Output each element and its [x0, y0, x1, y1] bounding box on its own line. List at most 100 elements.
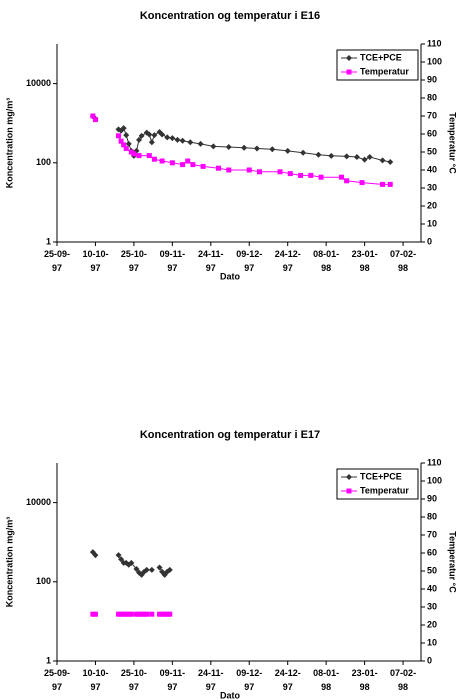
- legend-label: TCE+PCE: [360, 471, 402, 481]
- legend-box: [336, 49, 419, 81]
- marker: [141, 611, 147, 617]
- y2-tick-label: 80: [427, 92, 437, 102]
- x-tick-label: 09-12- 97: [236, 249, 262, 273]
- marker: [116, 611, 122, 617]
- marker: [169, 135, 176, 142]
- x-tick-label: 24-12- 97: [275, 668, 301, 692]
- marker: [146, 131, 153, 138]
- y2-axis-label: Temperatur °C: [448, 112, 458, 174]
- y2-tick-label: 90: [427, 493, 437, 503]
- chart-title: Koncentration og temperatur i E17: [140, 429, 320, 441]
- marker: [156, 564, 163, 571]
- marker: [353, 154, 360, 161]
- legend-box: [336, 468, 419, 500]
- marker: [379, 157, 386, 164]
- marker: [92, 552, 99, 559]
- y2-tick-label: 10: [427, 218, 437, 228]
- marker: [346, 474, 352, 480]
- marker: [138, 132, 145, 139]
- marker: [131, 151, 137, 157]
- x-tick-label-part: 09-12-: [236, 249, 262, 259]
- x-tick-label-part: 97: [167, 682, 177, 692]
- x-tick-label-part: 97: [90, 682, 100, 692]
- marker: [180, 162, 186, 168]
- x-tick-label-part: 23-01-: [352, 249, 378, 259]
- y-tick-label: 1: [46, 655, 51, 665]
- marker: [159, 611, 165, 617]
- x-tick-label-part: 98: [321, 263, 331, 273]
- marker: [300, 149, 307, 156]
- y2-tick-label: 80: [427, 511, 437, 521]
- marker: [126, 611, 132, 617]
- marker: [128, 149, 134, 155]
- marker: [159, 131, 166, 138]
- x-tick-label: 10-10- 97: [82, 249, 108, 273]
- marker: [246, 167, 252, 173]
- x-axis-label: Dato: [220, 271, 241, 281]
- marker: [118, 611, 124, 617]
- marker: [148, 566, 155, 573]
- chart-title: Koncentration og temperatur i E16: [140, 10, 320, 22]
- marker: [136, 611, 142, 617]
- x-tick-label: 25-09- 97: [44, 249, 70, 273]
- marker: [121, 142, 127, 148]
- x-tick-label-part: 25-10-: [121, 668, 147, 678]
- marker: [123, 611, 129, 617]
- marker: [118, 138, 124, 144]
- x-tick-label-part: 09-11-: [160, 249, 186, 259]
- x-tick-label-part: 08-01-: [313, 668, 339, 678]
- marker: [187, 139, 194, 146]
- x-tick-label-part: 08-01-: [313, 249, 339, 259]
- marker: [287, 171, 293, 177]
- x-tick-label-part: 07-02-: [390, 249, 416, 259]
- marker: [366, 154, 373, 161]
- x-tick-label-part: 07-02-: [390, 668, 416, 678]
- marker: [136, 136, 143, 143]
- x-tick-label-part: 98: [360, 682, 370, 692]
- marker: [318, 174, 324, 180]
- x-tick-label-part: 97: [283, 682, 293, 692]
- x-tick-label: 09-11- 97: [160, 668, 186, 692]
- x-tick-label-part: 97: [90, 263, 100, 273]
- y2-tick-label: 30: [427, 182, 437, 192]
- marker: [200, 163, 206, 169]
- y2-tick-label: 50: [427, 565, 437, 575]
- marker: [128, 559, 135, 566]
- marker: [344, 178, 350, 184]
- marker: [339, 174, 345, 180]
- marker: [123, 559, 130, 566]
- x-tick-label: 09-11- 97: [160, 249, 186, 273]
- y2-tick-label: 100: [427, 56, 442, 66]
- x-tick-label: 23-01- 98: [352, 668, 378, 692]
- y-axis-label: Koncentration mg/m³: [4, 517, 14, 608]
- marker: [125, 140, 132, 147]
- x-tick-label: 10-10- 97: [82, 668, 108, 692]
- x-tick-label-part: 97: [283, 263, 293, 273]
- x-tick-label-part: 09-12-: [236, 668, 262, 678]
- x-tick-label-part: 97: [167, 263, 177, 273]
- marker: [174, 136, 181, 143]
- marker: [253, 145, 260, 152]
- marker: [133, 566, 140, 573]
- y2-tick-label: 100: [427, 475, 442, 485]
- y2-tick-label: 70: [427, 110, 437, 120]
- x-tick-label-part: 24-11-: [198, 668, 224, 678]
- marker: [226, 167, 232, 173]
- marker: [387, 158, 394, 165]
- y2-tick-label: 110: [427, 38, 442, 48]
- marker: [185, 158, 191, 164]
- marker: [123, 132, 130, 139]
- x-tick-label-part: 24-11-: [198, 249, 224, 259]
- x-tick-label-part: 97: [244, 682, 254, 692]
- y2-tick-label: 30: [427, 601, 437, 611]
- marker: [225, 144, 232, 151]
- x-tick-label: 24-11- 97: [198, 668, 224, 692]
- marker: [308, 172, 314, 178]
- marker: [121, 611, 127, 617]
- marker: [190, 162, 196, 168]
- x-axis-label: Dato: [220, 690, 241, 700]
- y2-tick-label: 0: [427, 236, 432, 246]
- x-tick-label-part: 97: [129, 263, 139, 273]
- y2-tick-label: 10: [427, 637, 437, 647]
